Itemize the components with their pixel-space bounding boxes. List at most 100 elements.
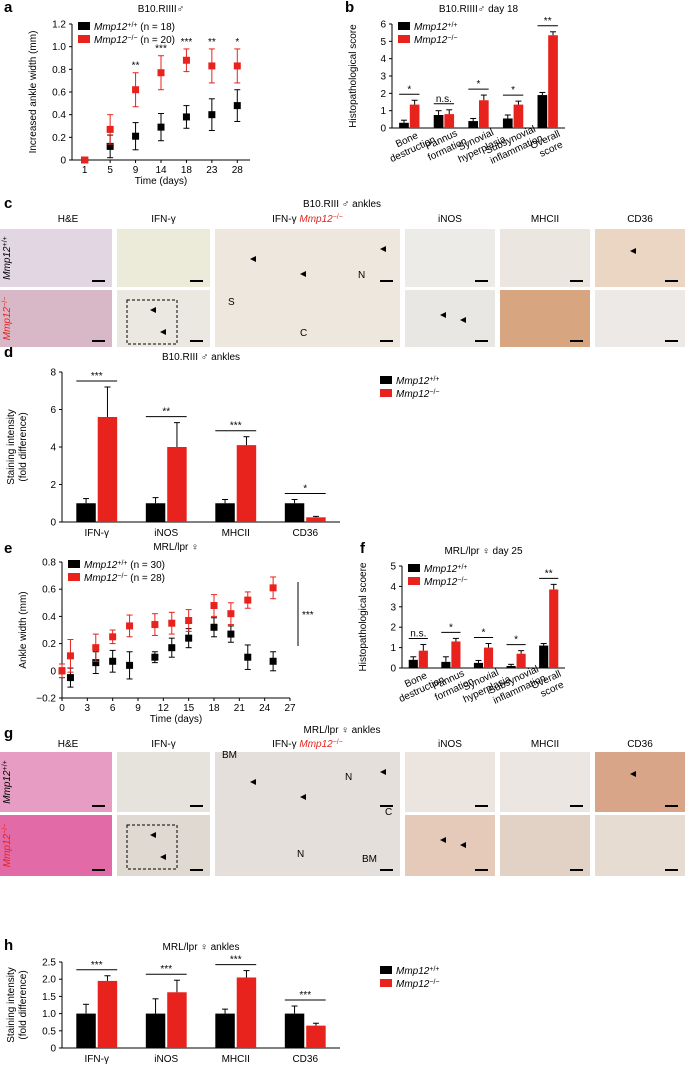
x-tick-label: 9 — [135, 703, 141, 714]
micrograph — [500, 229, 590, 287]
y-axis-title: (fold difference) — [18, 970, 29, 1039]
y-tick-label: 0 — [390, 664, 396, 675]
panel-label: f — [360, 540, 366, 557]
arrowhead — [630, 248, 636, 254]
panel-label: g — [4, 725, 13, 742]
data-point — [151, 653, 159, 661]
arrowhead — [250, 779, 256, 785]
column-header: IFN-γ Mmp12−/− — [272, 739, 343, 751]
data-point — [210, 623, 218, 631]
arrowhead — [440, 312, 446, 318]
panel-label: b — [345, 0, 354, 16]
micrograph — [405, 290, 495, 347]
legend-label: Mmp12−/− — [396, 979, 439, 991]
arrowhead — [250, 256, 256, 262]
panel-title: MRL/lpr ♀ ankles — [304, 725, 381, 736]
arrowhead — [300, 794, 306, 800]
panel-label: a — [4, 0, 13, 16]
micrograph — [117, 290, 210, 347]
significance-label: n.s. — [436, 94, 452, 105]
y-axis-title: Histopathological scoere — [358, 562, 369, 671]
chart-title: MRL/lpr ♀ day 25 — [444, 546, 523, 557]
arrowhead — [380, 246, 386, 252]
y-tick-label: 2 — [390, 623, 396, 634]
legend-label: Mmp12−/− — [424, 577, 467, 589]
x-tick-label: IFN-γ — [85, 528, 109, 539]
micrograph — [0, 815, 112, 876]
micrograph — [500, 815, 590, 876]
bar — [516, 653, 526, 668]
significance-label: *** — [91, 960, 103, 971]
bar — [236, 445, 257, 522]
significance-label: *** — [299, 990, 311, 1001]
micrograph — [117, 815, 210, 876]
y-tick-label: 3 — [390, 602, 396, 613]
y-tick-label: 0.8 — [42, 558, 56, 569]
y-tick-label: 4 — [380, 54, 386, 65]
bar — [468, 121, 479, 128]
legend-swatch — [380, 376, 392, 384]
y-tick-label: 1.5 — [42, 992, 56, 1003]
y-tick-label: 5 — [380, 37, 386, 48]
x-tick-label: 18 — [181, 165, 193, 176]
significance-label: ** — [544, 16, 552, 27]
data-point — [126, 622, 134, 630]
legend-swatch — [380, 389, 392, 397]
y-tick-label: 2.0 — [42, 975, 56, 986]
data-point — [157, 123, 165, 131]
panel-title: B10.RIII ♂ ankles — [303, 199, 381, 210]
x-tick-label: 15 — [183, 703, 195, 714]
significance-label: ** — [545, 568, 553, 579]
x-tick-label: CD36 — [292, 1054, 318, 1065]
x-tick-label: 18 — [208, 703, 220, 714]
bar — [97, 417, 118, 522]
x-tick-label: 5 — [107, 165, 113, 176]
micrograph — [215, 752, 400, 876]
x-tick-label: 1 — [82, 165, 88, 176]
column-header: iNOS — [438, 214, 462, 225]
micrograph — [0, 290, 112, 347]
column-header: IFN-γ — [151, 739, 175, 750]
annotation: C — [300, 328, 307, 339]
legend-label: Mmp12−/− (n = 28) — [84, 573, 165, 585]
data-point — [182, 113, 190, 121]
bar — [306, 517, 326, 522]
y-tick-label: 0 — [380, 124, 386, 135]
bar — [433, 115, 444, 128]
bar — [513, 104, 524, 128]
arrowhead — [150, 307, 156, 313]
bar — [284, 1013, 305, 1048]
y-tick-label: 6 — [50, 405, 56, 416]
y-tick-label: 0.4 — [42, 612, 56, 623]
bar — [167, 447, 187, 522]
y-tick-label: 4 — [50, 443, 56, 454]
bar — [478, 100, 489, 128]
y-tick-label: 0.2 — [42, 639, 56, 650]
significance-label: *** — [302, 610, 314, 621]
bar — [284, 503, 305, 522]
bar — [145, 503, 166, 522]
micrograph — [405, 229, 495, 287]
bar — [399, 122, 409, 128]
bar — [548, 35, 558, 129]
bar — [76, 1013, 96, 1048]
x-tick-label: 3 — [85, 703, 91, 714]
significance-label: * — [449, 622, 453, 633]
panel-label: h — [4, 937, 13, 954]
micrograph — [500, 290, 590, 347]
data-point — [126, 661, 134, 669]
y-axis-title: Histopathological score — [348, 24, 359, 128]
y-tick-label: 1 — [390, 643, 396, 654]
data-point — [208, 62, 216, 70]
bar — [483, 647, 494, 668]
column-header: IFN-γ Mmp12−/− — [272, 214, 343, 226]
micrograph — [405, 815, 495, 876]
legend-swatch — [408, 564, 420, 572]
legend-label: Mmp12−/− — [414, 35, 457, 47]
y-tick-label: 0 — [50, 666, 56, 677]
significance-label: ** — [132, 61, 140, 72]
arrowhead — [460, 317, 466, 323]
y-tick-label: 0.8 — [52, 65, 66, 76]
annotation: N — [345, 772, 352, 783]
y-tick-label: 3 — [380, 72, 386, 83]
